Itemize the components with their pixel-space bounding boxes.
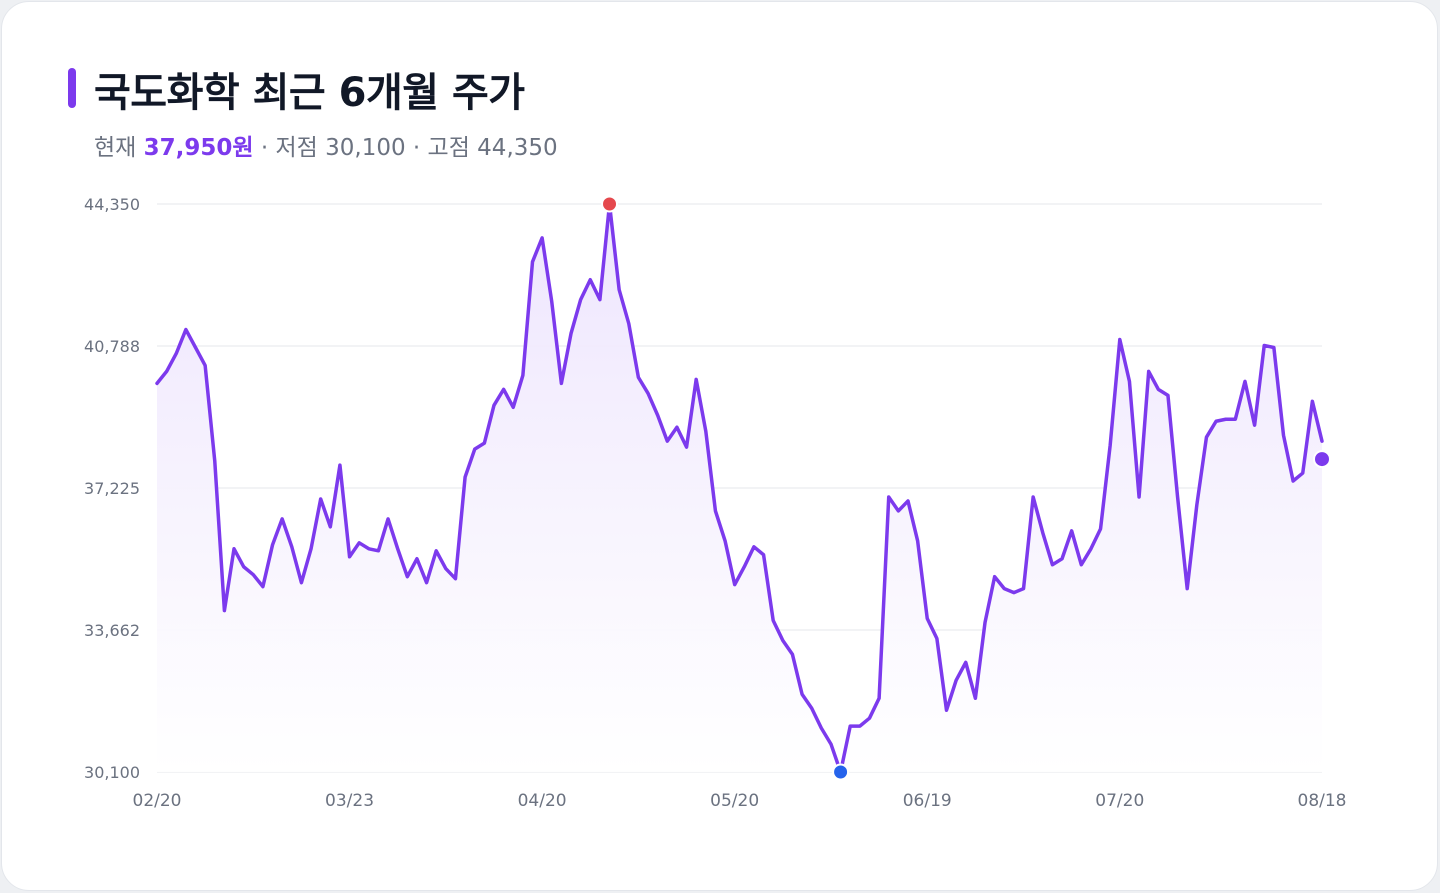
high-price: · 고점 44,350 [405,135,558,161]
chart-title: 국도화학 최근 6개월 주가 [94,70,525,116]
current-label: 현재 [94,135,137,161]
price-summary: 현재 37,950원 · 저점 30,100 · 고점 44,350 [94,128,558,162]
low-price: · 저점 30,100 [253,135,406,161]
x-tick-label: 05/20 [710,791,759,811]
low-point-marker [832,763,850,781]
current-price: 37,950원 [143,135,254,161]
y-tick-label: 33,662 [84,621,140,640]
high-point-marker [601,195,619,213]
title-accent-bar [68,68,76,108]
current-point-marker [1313,450,1331,469]
y-tick-label: 44,350 [84,195,140,214]
x-tick-label: 02/20 [133,791,182,811]
x-tick-label: 07/20 [1095,791,1144,811]
x-tick-label: 06/19 [903,791,952,811]
price-area-fill [157,204,1322,772]
y-tick-label: 40,788 [84,337,140,356]
x-tick-label: 08/18 [1298,791,1347,811]
price-line [155,202,1324,774]
x-tick-label: 03/23 [325,791,374,811]
x-axis-ticks: 02/20 03/23 04/20 05/20 06/19 07/20 08/18 [133,791,1347,811]
y-tick-label: 30,100 [84,763,140,782]
price-markers [601,195,1331,781]
y-tick-label: 37,225 [84,479,140,498]
y-axis-ticks: 30,100 33,662 37,225 40,788 44,350 [84,195,140,782]
x-tick-label: 04/20 [518,791,567,811]
